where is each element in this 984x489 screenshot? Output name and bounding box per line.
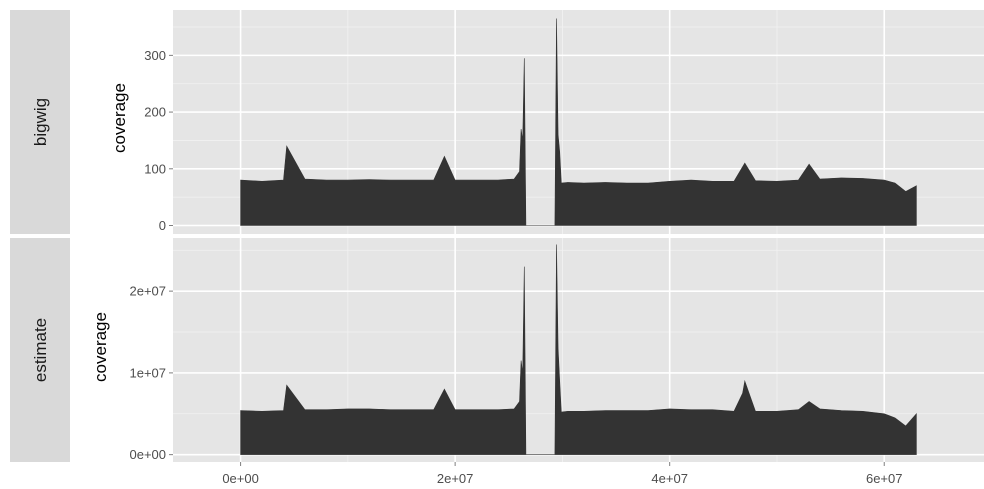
x-axis: 0e+00 2e+07 4e+07 6e+07 xyxy=(222,462,902,486)
y-tick-label: 0 xyxy=(159,218,166,233)
strip-label-bigwig: bigwig xyxy=(31,98,50,146)
panel-estimate: 0e+00 1e+07 2e+07 xyxy=(129,238,984,462)
strip-bigwig-background xyxy=(10,10,70,234)
y-tick-label: 100 xyxy=(144,161,166,176)
y-tick-label: 300 xyxy=(144,48,166,63)
strip-estimate-background xyxy=(10,238,70,462)
x-tick-label: 6e+07 xyxy=(866,471,903,486)
panel-bigwig: 0 100 200 300 xyxy=(144,10,984,234)
y-tick-label: 2e+07 xyxy=(129,284,166,299)
x-tick-label: 0e+00 xyxy=(222,471,259,486)
coverage-area-bigwig xyxy=(240,18,917,226)
y-axis-title-estimate: coverage xyxy=(91,312,110,382)
strip-label-estimate: estimate xyxy=(31,318,50,382)
y-axis-title-bigwig: coverage xyxy=(110,83,129,153)
coverage-area-estimate xyxy=(240,244,917,455)
y-tick-label: 200 xyxy=(144,105,166,120)
y-tick-label: 0e+00 xyxy=(129,447,166,462)
x-tick-label: 4e+07 xyxy=(651,471,688,486)
y-tick-label: 1e+07 xyxy=(129,365,166,380)
x-tick-label: 2e+07 xyxy=(437,471,474,486)
